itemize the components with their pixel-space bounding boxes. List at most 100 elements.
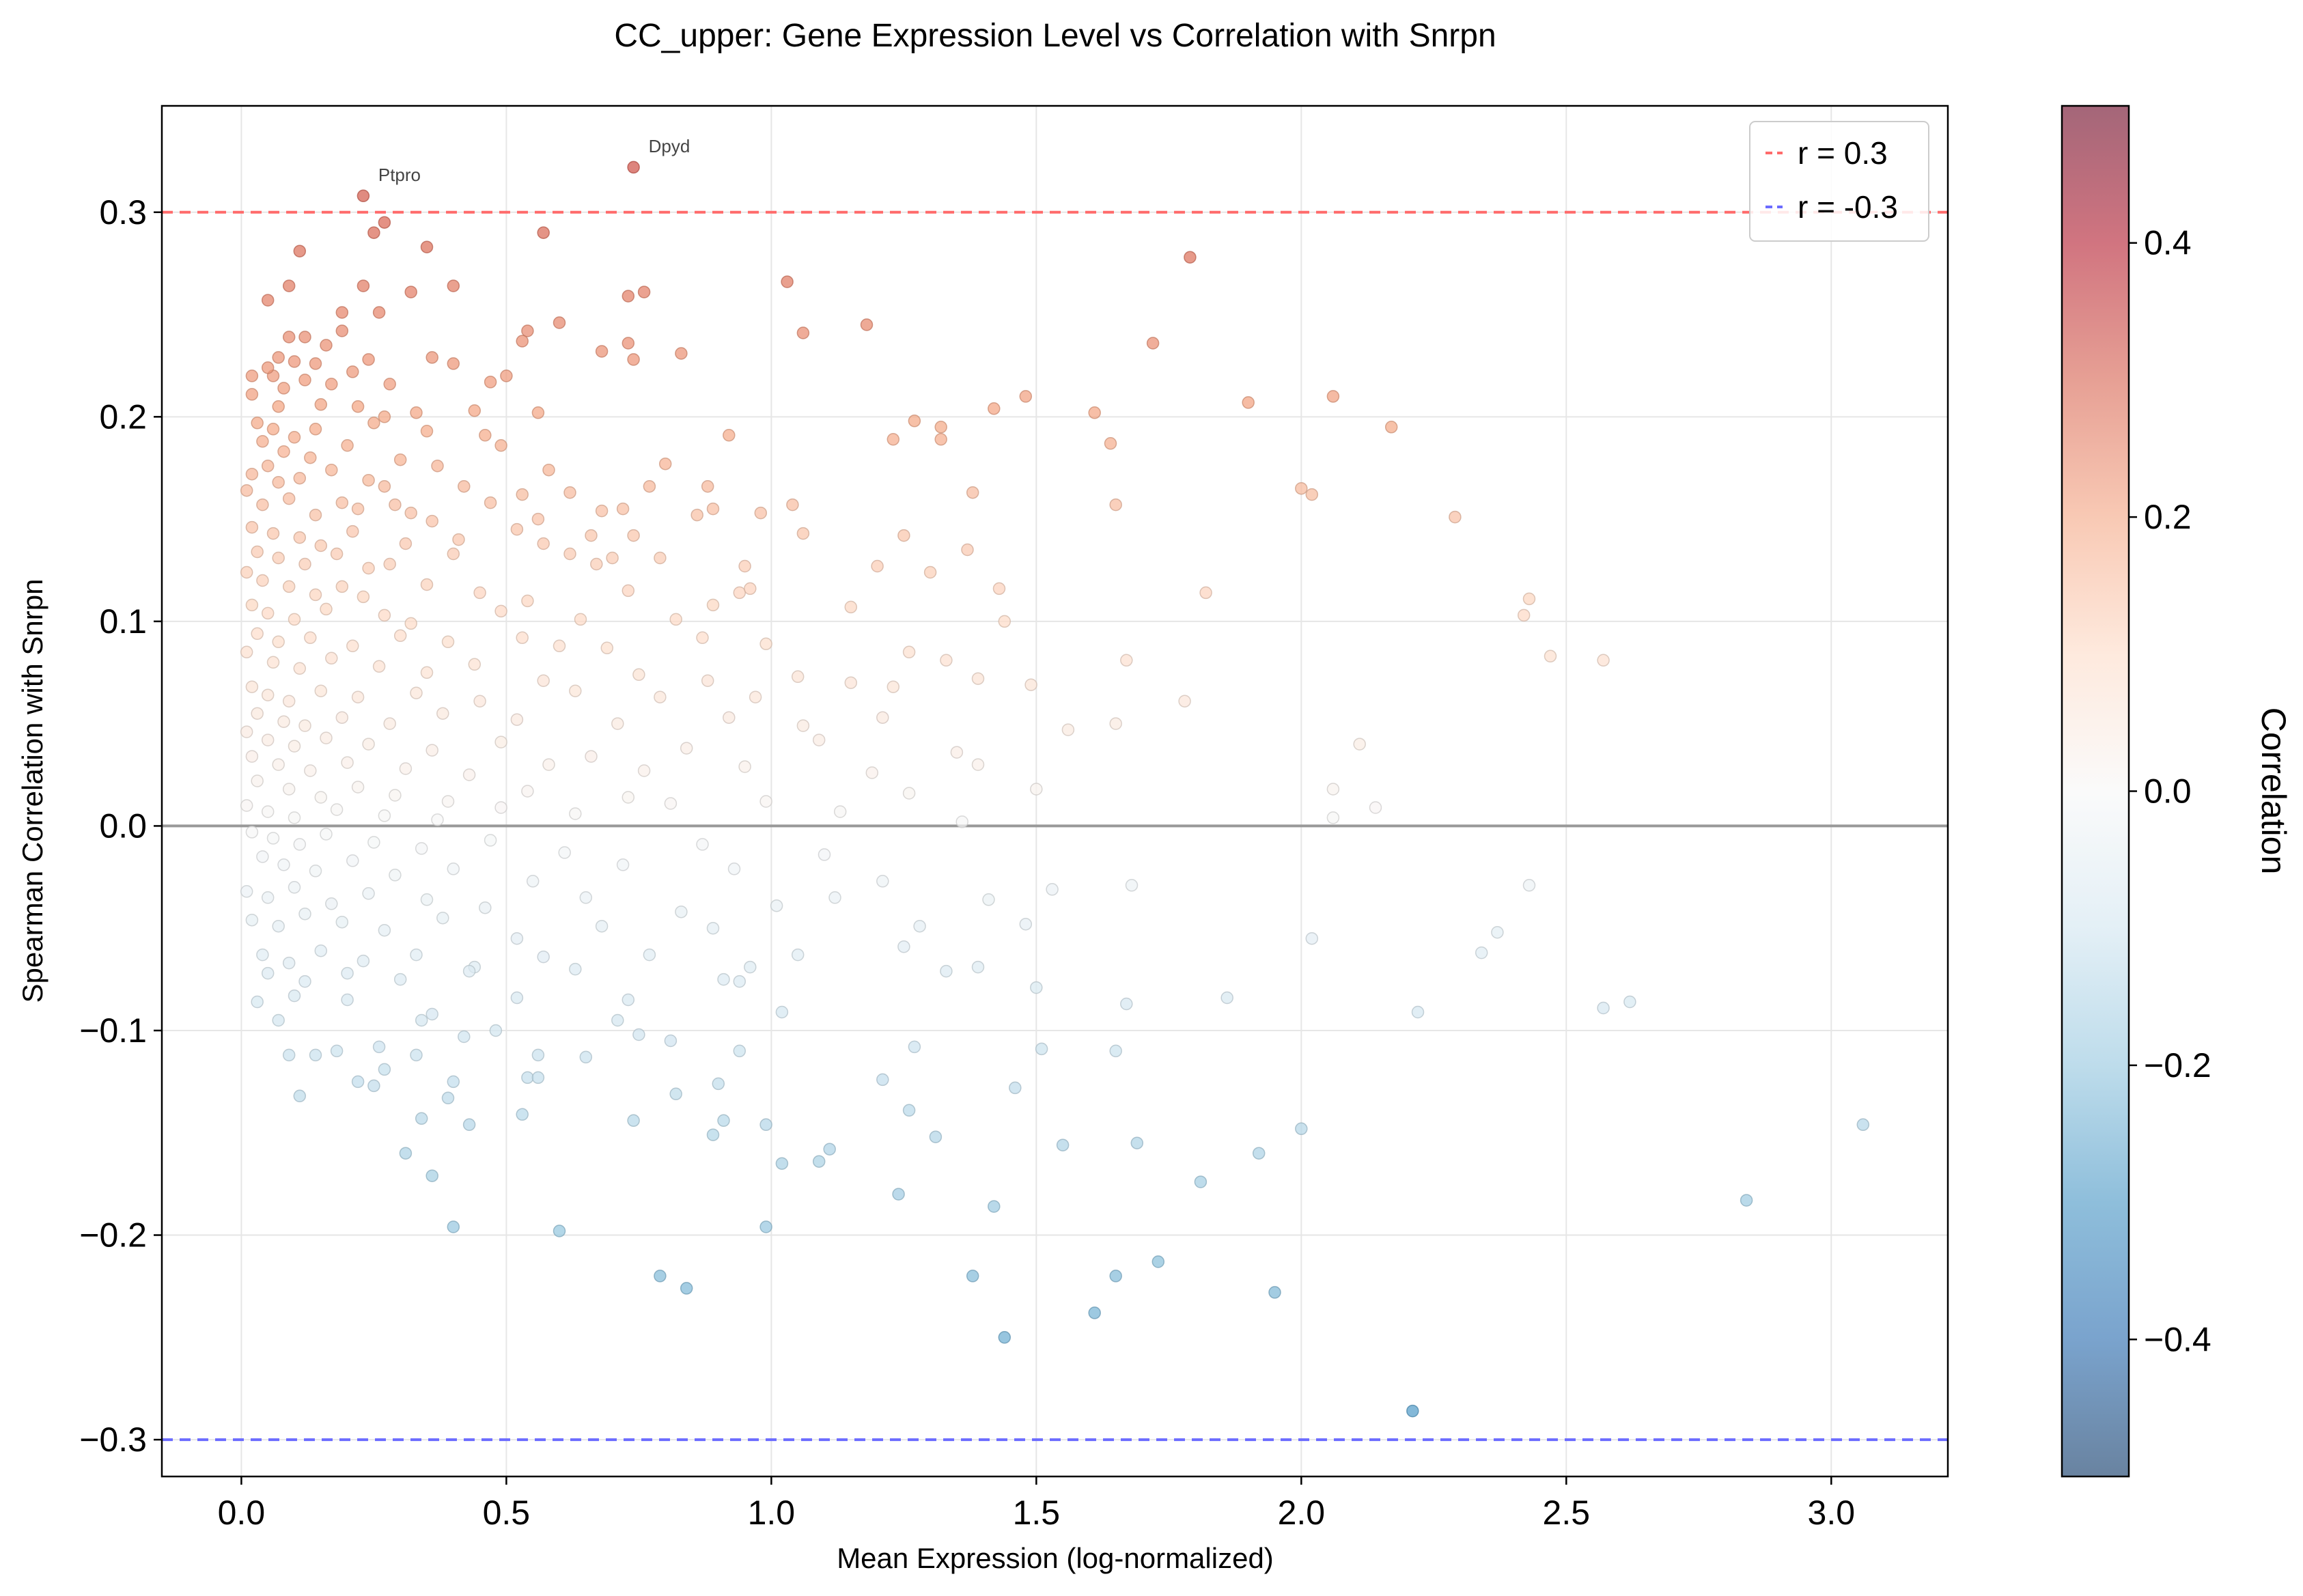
data-point	[383, 378, 396, 391]
data-point	[1125, 879, 1139, 892]
data-point	[717, 972, 730, 986]
data-point	[404, 506, 417, 520]
data-point	[462, 1118, 476, 1132]
data-point	[293, 838, 307, 851]
data-point	[988, 402, 1001, 415]
data-point	[335, 915, 349, 929]
data-point	[971, 758, 985, 771]
data-point	[521, 324, 534, 337]
data-point	[611, 1013, 624, 1027]
data-point	[420, 666, 434, 680]
data-point	[754, 506, 768, 520]
data-point	[256, 498, 269, 512]
data-point	[595, 504, 609, 518]
data-point	[288, 740, 301, 753]
data-point	[357, 590, 370, 604]
data-point	[632, 668, 645, 682]
data-point	[1146, 337, 1160, 350]
legend-label-negative: r = -0.3	[1798, 189, 1898, 225]
data-point	[818, 848, 831, 861]
annotations: Ptpro Dpyd	[378, 136, 690, 185]
data-point	[1109, 717, 1122, 730]
colorbar-tick-label: 0.0	[2144, 772, 2192, 811]
data-point	[473, 695, 486, 708]
data-point	[389, 869, 402, 882]
data-point	[563, 547, 576, 561]
data-point	[378, 809, 391, 822]
data-point	[245, 520, 259, 534]
data-point	[341, 966, 354, 980]
data-point	[261, 805, 275, 818]
data-point	[595, 919, 609, 933]
data-point	[261, 733, 275, 746]
data-point	[611, 717, 624, 730]
data-point	[1178, 695, 1191, 708]
data-point	[304, 631, 317, 645]
data-point	[245, 369, 259, 382]
data-point	[706, 921, 720, 935]
data-point	[357, 189, 370, 203]
colorbar: 0.4 0.2 0.0 −0.2 −0.4 Correlation	[2061, 104, 2293, 1478]
data-point	[791, 670, 805, 684]
data-point	[537, 950, 550, 964]
colorbar-tick-label: 0.4	[2144, 224, 2192, 262]
data-point	[1035, 1042, 1048, 1056]
data-point	[484, 496, 497, 509]
data-point	[749, 690, 762, 703]
data-point	[399, 762, 413, 775]
data-point	[494, 604, 507, 618]
data-point	[595, 345, 609, 358]
data-point	[282, 279, 296, 292]
data-point	[367, 836, 380, 849]
data-point	[357, 954, 370, 968]
data-point	[314, 944, 328, 957]
data-point	[282, 492, 296, 505]
data-point	[293, 662, 307, 675]
data-point	[436, 707, 449, 720]
data-point	[759, 1220, 772, 1233]
data-point	[982, 893, 995, 906]
data-point	[1061, 723, 1075, 736]
data-point	[245, 750, 259, 763]
data-point	[288, 989, 301, 1003]
data-point	[744, 582, 757, 596]
data-point	[992, 582, 1006, 596]
data-point	[627, 353, 640, 366]
data-point	[658, 457, 672, 471]
data-point	[1046, 883, 1059, 896]
data-point	[261, 459, 275, 473]
data-point	[425, 1007, 438, 1021]
data-point	[892, 1188, 905, 1201]
data-point	[622, 337, 635, 350]
y-axis-ticks: 0.3 0.2 0.1 0.0 −0.1 −0.2 −0.3	[79, 193, 162, 1459]
data-point	[865, 766, 879, 779]
data-point	[256, 948, 269, 962]
legend-label-positive: r = 0.3	[1798, 135, 1888, 171]
data-point	[510, 713, 524, 726]
y-tick-label: 0.0	[99, 807, 147, 845]
data-point	[245, 388, 259, 401]
data-point	[256, 435, 269, 448]
data-point	[277, 858, 290, 871]
data-point	[759, 637, 772, 651]
data-point	[362, 738, 375, 751]
data-point	[479, 901, 492, 914]
data-point	[240, 565, 253, 579]
data-point	[272, 551, 285, 565]
data-point	[929, 1130, 943, 1143]
data-point	[733, 586, 746, 600]
x-axis-ticks: 0.0 0.5 1.0 1.5 2.0 2.5 3.0	[218, 1476, 1855, 1532]
data-point	[887, 433, 900, 446]
data-points	[240, 160, 1870, 1418]
data-point	[367, 1079, 380, 1093]
data-point	[669, 1087, 682, 1101]
y-tick-label: −0.1	[79, 1011, 147, 1050]
data-point	[622, 290, 635, 303]
data-point	[1088, 406, 1101, 419]
data-point	[240, 725, 253, 738]
data-point	[971, 672, 985, 685]
data-point	[558, 846, 571, 859]
data-point	[542, 463, 555, 477]
data-point	[441, 635, 455, 649]
x-tick-label: 0.5	[483, 1494, 531, 1532]
